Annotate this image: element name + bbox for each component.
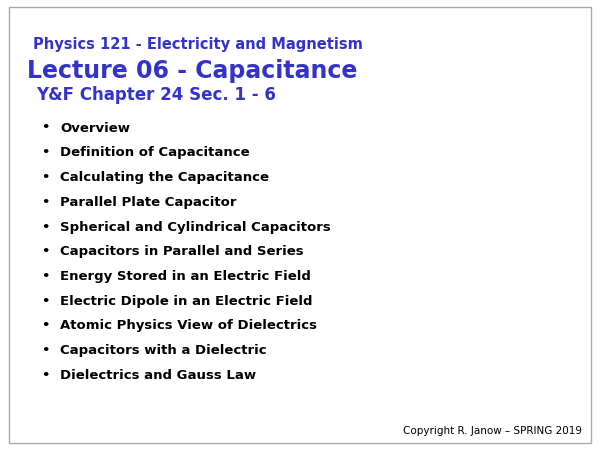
Text: Lecture 06 - Capacitance: Lecture 06 - Capacitance xyxy=(27,59,358,83)
Text: Copyright R. Janow – SPRING 2019: Copyright R. Janow – SPRING 2019 xyxy=(403,427,582,436)
Text: •: • xyxy=(41,295,49,308)
Text: •: • xyxy=(41,320,49,333)
Text: Calculating the Capacitance: Calculating the Capacitance xyxy=(60,171,269,184)
Text: Electric Dipole in an Electric Field: Electric Dipole in an Electric Field xyxy=(60,295,313,308)
FancyBboxPatch shape xyxy=(9,7,591,443)
Text: •: • xyxy=(41,171,49,184)
Text: Parallel Plate Capacitor: Parallel Plate Capacitor xyxy=(60,196,236,209)
Text: Capacitors with a Dielectric: Capacitors with a Dielectric xyxy=(60,344,266,357)
Text: •: • xyxy=(41,122,49,135)
Text: Overview: Overview xyxy=(60,122,130,135)
Text: •: • xyxy=(41,245,49,258)
Text: Energy Stored in an Electric Field: Energy Stored in an Electric Field xyxy=(60,270,311,283)
Text: Physics 121 - Electricity and Magnetism: Physics 121 - Electricity and Magnetism xyxy=(33,37,363,52)
Text: •: • xyxy=(41,270,49,283)
Text: Spherical and Cylindrical Capacitors: Spherical and Cylindrical Capacitors xyxy=(60,220,331,234)
Text: •: • xyxy=(41,196,49,209)
Text: Atomic Physics View of Dielectrics: Atomic Physics View of Dielectrics xyxy=(60,320,317,333)
Text: Dielectrics and Gauss Law: Dielectrics and Gauss Law xyxy=(60,369,256,382)
Text: •: • xyxy=(41,344,49,357)
Text: Definition of Capacitance: Definition of Capacitance xyxy=(60,146,250,159)
Text: Y&F Chapter 24 Sec. 1 - 6: Y&F Chapter 24 Sec. 1 - 6 xyxy=(36,86,276,104)
Text: •: • xyxy=(41,369,49,382)
Text: •: • xyxy=(41,146,49,159)
Text: •: • xyxy=(41,220,49,234)
Text: Capacitors in Parallel and Series: Capacitors in Parallel and Series xyxy=(60,245,304,258)
